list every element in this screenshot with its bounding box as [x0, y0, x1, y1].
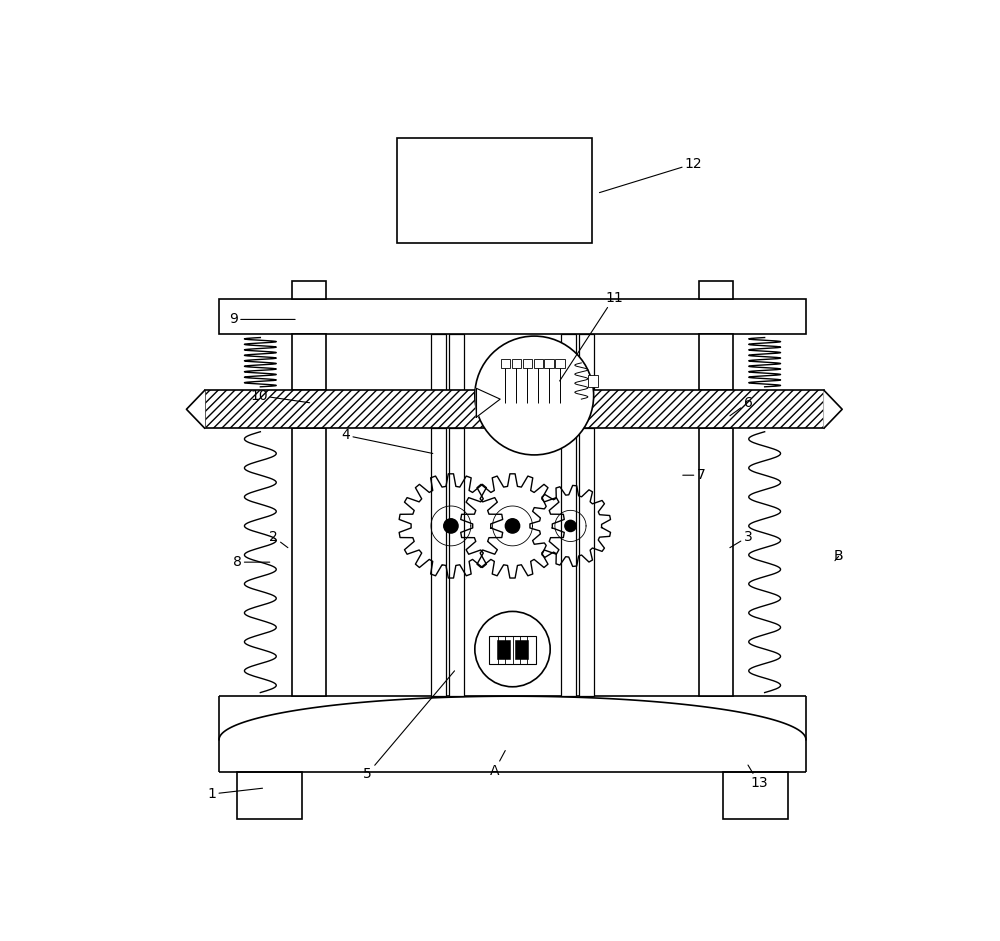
Bar — [489, 636, 536, 663]
Bar — [497, 641, 510, 660]
Circle shape — [475, 612, 550, 687]
Text: 10: 10 — [250, 389, 310, 403]
Bar — [292, 334, 326, 391]
Bar — [699, 428, 733, 696]
Bar — [561, 428, 576, 696]
Bar — [579, 428, 594, 696]
Bar — [523, 359, 532, 368]
Text: 8: 8 — [233, 555, 270, 569]
Circle shape — [475, 336, 594, 455]
Bar — [292, 428, 326, 696]
Text: 2: 2 — [269, 530, 288, 548]
Text: B: B — [834, 550, 843, 564]
Polygon shape — [186, 391, 205, 428]
Text: 11: 11 — [560, 291, 623, 381]
Bar — [544, 359, 554, 368]
Bar — [237, 773, 302, 820]
Text: 9: 9 — [229, 312, 295, 327]
Bar — [534, 359, 543, 368]
Bar — [515, 641, 528, 660]
Circle shape — [565, 520, 576, 532]
Circle shape — [505, 518, 520, 534]
Bar — [699, 281, 733, 299]
Bar — [555, 359, 565, 368]
Bar — [588, 375, 598, 387]
Circle shape — [444, 518, 458, 534]
Text: 4: 4 — [341, 428, 433, 454]
Bar — [292, 281, 326, 299]
Bar — [219, 299, 806, 334]
Text: 1: 1 — [207, 787, 263, 801]
Bar — [723, 773, 788, 820]
Polygon shape — [824, 391, 842, 428]
Bar — [561, 334, 576, 391]
Text: 7: 7 — [683, 469, 705, 482]
Text: A: A — [490, 751, 505, 778]
Bar — [397, 138, 592, 244]
Bar — [449, 334, 464, 391]
Text: 6: 6 — [730, 396, 752, 416]
Bar — [431, 428, 446, 696]
Bar — [501, 359, 510, 368]
Bar — [449, 428, 464, 696]
Bar — [512, 359, 521, 368]
Bar — [431, 334, 446, 391]
Bar — [699, 334, 733, 391]
Text: 3: 3 — [730, 530, 752, 548]
Text: 12: 12 — [599, 156, 702, 193]
Text: 5: 5 — [363, 671, 455, 781]
Bar — [205, 391, 824, 428]
Text: 13: 13 — [748, 765, 768, 790]
Polygon shape — [476, 389, 500, 417]
Bar — [579, 334, 594, 391]
